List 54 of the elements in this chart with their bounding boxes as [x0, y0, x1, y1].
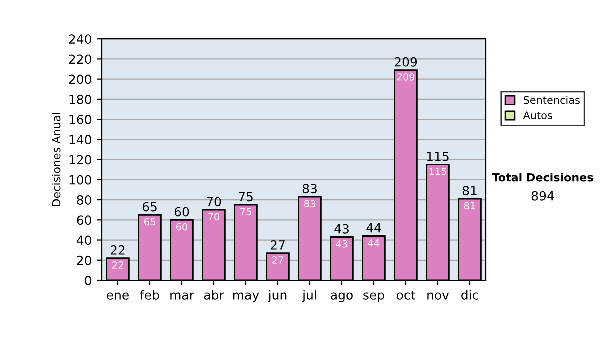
x-tick-label: abr: [204, 290, 224, 300]
total-label: 22: [110, 245, 125, 255]
total-label: 81: [462, 186, 477, 196]
x-tick-label: may: [234, 292, 260, 302]
y-tick-label: 40: [76, 236, 92, 246]
x-tick-label: jul: [302, 290, 316, 302]
data-label: 83: [304, 200, 316, 208]
data-label: 115: [430, 168, 446, 176]
total-label: 83: [302, 184, 317, 194]
y-tick-label: 140: [70, 135, 92, 145]
y-tick-label: 200: [69, 74, 92, 84]
total-label: 70: [207, 197, 222, 207]
total-label: 65: [142, 202, 157, 212]
x-tick-label: ago: [331, 292, 353, 302]
data-label: 44: [368, 240, 380, 247]
data-label: 209: [397, 73, 415, 81]
text: Total Decisiones: [492, 173, 594, 182]
data-label: 70: [208, 213, 220, 221]
x-tick-label: feb: [140, 290, 160, 300]
x-tick-label: ene: [107, 292, 129, 300]
x-tick-label: nov: [428, 292, 450, 300]
x-tick-label: mar: [170, 292, 194, 300]
data-label: 22: [112, 262, 124, 269]
y-tick-label: 160: [70, 115, 92, 124]
y-tick-label: 180: [70, 94, 92, 104]
data-label: 27: [272, 256, 284, 264]
total-label: 75: [239, 192, 253, 202]
legend-label: Autos: [523, 112, 552, 120]
data-label: 65: [144, 218, 156, 226]
x-tick-label: jun: [268, 290, 287, 302]
total-label: 43: [334, 224, 349, 234]
y-tick-label: 60: [77, 216, 92, 226]
y-tick-label: 20: [77, 256, 92, 266]
y-axis-title: Decisiones Anual: [52, 113, 61, 206]
x-tick-label: oct: [396, 290, 416, 300]
x-tick-label: sep: [364, 292, 384, 302]
total-label: 60: [174, 207, 190, 217]
data-label: 81: [464, 202, 476, 210]
text: 894: [532, 191, 554, 201]
legend-label: Sentencias: [524, 96, 580, 104]
total-label: 27: [270, 240, 285, 250]
total-label: 115: [427, 152, 449, 162]
y-tick-label: 100: [70, 175, 92, 185]
y-tick-label: 80: [77, 196, 92, 205]
data-label: 60: [176, 223, 188, 231]
y-tick-label: 240: [69, 34, 92, 44]
x-tick-label: dic: [462, 290, 478, 300]
y-tick-label: 220: [69, 54, 92, 64]
y-tick-label: 120: [70, 155, 92, 165]
data-label: 75: [240, 208, 252, 216]
y-tick-label: 0: [85, 276, 92, 286]
total-label: 44: [366, 224, 382, 233]
data-label: 43: [336, 240, 348, 248]
total-label: 209: [394, 57, 418, 67]
